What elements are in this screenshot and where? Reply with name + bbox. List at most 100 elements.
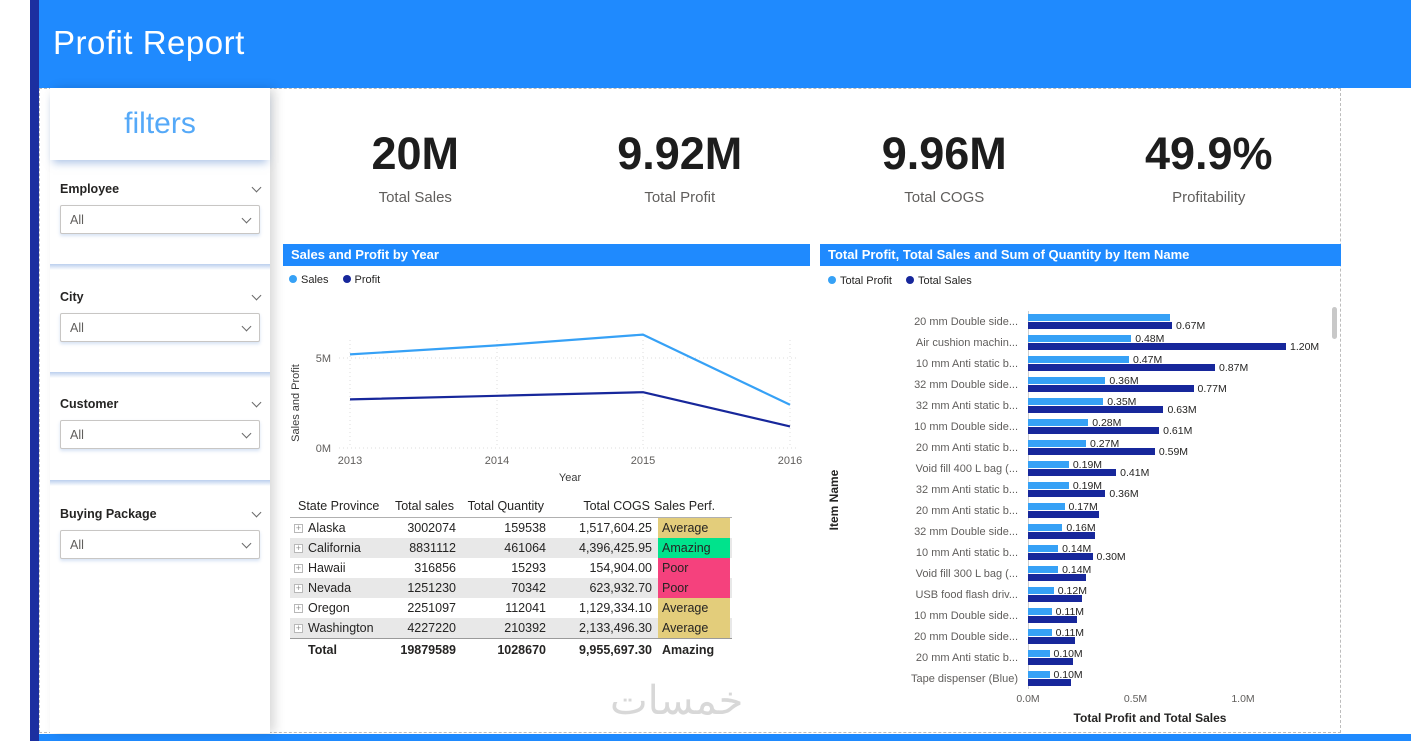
table-row-alaska[interactable]: + Alaska 3002074 159538 1,517,604.25 Average xyxy=(290,518,732,538)
bar-row-20-mm-anti-static-b: 20 mm Anti static b... 0.10M xyxy=(820,647,1331,668)
chevron-down-icon[interactable] xyxy=(251,182,262,193)
bar-chart-scrollbar[interactable] xyxy=(1332,307,1337,339)
line-series-profit[interactable] xyxy=(349,391,791,428)
kpi-row: 20M Total Sales 9.92M Total Profit 9.96M Tota… xyxy=(283,128,1341,206)
table-header-row: State Province Total sales Total Quantity T… xyxy=(290,494,732,518)
expand-icon[interactable]: + xyxy=(294,542,303,553)
filter-dropdown[interactable]: All xyxy=(60,530,260,559)
total-profit-bar[interactable] xyxy=(1028,650,1050,657)
expand-icon[interactable]: + xyxy=(294,522,303,533)
total-sales-bar[interactable] xyxy=(1028,511,1099,518)
column-header-state-province[interactable]: State Province xyxy=(298,498,380,513)
total-cogs-cell: 4,396,425.95 xyxy=(579,541,652,555)
table-row-oregon[interactable]: + Oregon 2251097 112041 1,129,334.10 Average xyxy=(290,598,732,618)
total-sales-bar[interactable] xyxy=(1028,658,1074,665)
column-header-total-sales[interactable]: Total sales xyxy=(394,498,454,513)
total-sales-bar[interactable] xyxy=(1028,406,1164,413)
bar-chart-plot: 20 mm Double side... 0.67M Air cushion mac… xyxy=(820,311,1331,725)
total-sales-bar[interactable] xyxy=(1028,679,1071,686)
total-profit-bar[interactable] xyxy=(1028,524,1063,531)
total-profit-bar[interactable] xyxy=(1028,461,1069,468)
bar-row-32-mm-anti-static-b: 32 mm Anti static b... 0.19M 0.36M xyxy=(820,479,1331,501)
expand-icon[interactable]: + xyxy=(294,582,303,593)
expand-icon[interactable]: + xyxy=(294,602,303,613)
total-quantity-cell: 210392 xyxy=(504,621,546,635)
total-sales-cell: 19879589 xyxy=(400,642,456,657)
chevron-down-icon[interactable] xyxy=(251,397,262,408)
kpi-card-profitability: 49.9% Profitability xyxy=(1077,128,1342,206)
total-profit-bar[interactable] xyxy=(1028,629,1052,636)
filter-customer: Customer All xyxy=(60,397,262,449)
state-cell: + Alaska xyxy=(290,521,386,535)
profit-value-label: 0.10M xyxy=(1053,668,1083,681)
total-sales-bar[interactable] xyxy=(1028,385,1194,392)
chevron-down-icon[interactable] xyxy=(251,507,262,518)
total-profit-bar[interactable] xyxy=(1028,482,1069,489)
total-sales-bar[interactable] xyxy=(1028,469,1117,476)
total-profit-bar[interactable] xyxy=(1028,440,1087,447)
total-sales-bar[interactable] xyxy=(1028,448,1155,455)
total-profit-bar[interactable] xyxy=(1028,545,1059,552)
total-sales-bar[interactable] xyxy=(1028,574,1087,581)
bar-row-usb-food-flash-driv: USB food flash driv... 0.12M xyxy=(820,584,1331,605)
column-header-total-quantity[interactable]: Total Quantity xyxy=(467,498,544,513)
total-sales-bar[interactable] xyxy=(1028,595,1082,602)
chevron-down-icon[interactable] xyxy=(251,290,262,301)
table-row-nevada[interactable]: + Nevada 1251230 70342 623,932.70 Poor xyxy=(290,578,732,598)
column-header-sales-perf[interactable]: Sales Perf. xyxy=(654,498,716,513)
total-profit-bar[interactable] xyxy=(1028,398,1104,405)
bar-pair: 0.35M 0.63M xyxy=(1028,396,1331,416)
total-sales-bar[interactable] xyxy=(1028,532,1095,539)
bar-pair: 0.14M xyxy=(1028,564,1331,582)
page-title: Profit Report xyxy=(53,24,245,61)
state-cell: + Washington xyxy=(290,621,386,635)
total-profit-bar[interactable] xyxy=(1028,608,1052,615)
total-sales-bar[interactable] xyxy=(1028,637,1076,644)
kpi-label: Total Sales xyxy=(378,189,452,206)
state-name: Hawaii xyxy=(308,561,346,575)
state-name: Oregon xyxy=(308,601,350,615)
filters-panel: filters Employee All City All Customer All Buy… xyxy=(50,88,270,733)
filter-header: Customer xyxy=(60,397,262,411)
filters-divider xyxy=(50,372,270,378)
total-profit-bar[interactable] xyxy=(1028,335,1132,342)
total-profit-bar[interactable] xyxy=(1028,377,1106,384)
total-sales-bar[interactable] xyxy=(1028,343,1286,350)
expand-icon[interactable]: + xyxy=(294,562,303,573)
filter-dropdown[interactable]: All xyxy=(60,313,260,342)
column-header-total-cogs[interactable]: Total COGS xyxy=(583,498,650,513)
total-profit-bar[interactable] xyxy=(1028,314,1170,321)
filter-dropdown[interactable]: All xyxy=(60,205,260,234)
total-profit-bar[interactable] xyxy=(1028,356,1130,363)
item-name-label: 20 mm Anti static b... xyxy=(915,441,1018,454)
filter-dropdown[interactable]: All xyxy=(60,420,260,449)
chevron-down-icon xyxy=(241,538,252,548)
total-sales-bar[interactable] xyxy=(1028,616,1078,623)
total-sales-bar[interactable] xyxy=(1028,427,1160,434)
total-quantity-cell: 159538 xyxy=(504,521,546,535)
total-sales-bar[interactable] xyxy=(1028,553,1093,560)
profit-value-label: 0.12M xyxy=(1057,584,1087,597)
bar-row-void-fill-300-l-bag: Void fill 300 L bag (... 0.14M xyxy=(820,563,1331,584)
expand-icon[interactable]: + xyxy=(294,622,303,633)
line-series-sales[interactable] xyxy=(349,333,791,406)
total-profit-bar[interactable] xyxy=(1028,566,1059,573)
table-row-washington[interactable]: + Washington 4227220 210392 2,133,496.30 Aver… xyxy=(290,618,732,638)
bar-pair: 0.47M 0.87M xyxy=(1028,354,1331,374)
total-sales-bar[interactable] xyxy=(1028,490,1106,497)
total-sales-bar[interactable] xyxy=(1028,322,1173,329)
table-row-hawaii[interactable]: + Hawaii 316856 15293 154,904.00 Poor xyxy=(290,558,732,578)
state-table-visual: State Province Total sales Total Quantity T… xyxy=(290,494,732,660)
total-profit-bar[interactable] xyxy=(1028,671,1050,678)
legend-label: Sales xyxy=(301,274,329,286)
profit-value-label: 0.14M xyxy=(1062,542,1092,555)
total-sales-bar[interactable] xyxy=(1028,364,1216,371)
total-profit-bar[interactable] xyxy=(1028,419,1089,426)
total-cogs-cell: 1,129,334.10 xyxy=(579,601,652,615)
total-profit-bar[interactable] xyxy=(1028,587,1054,594)
bar-pair: 0.27M 0.59M xyxy=(1028,438,1331,458)
total-profit-bar[interactable] xyxy=(1028,503,1065,510)
table-row-california[interactable]: + California 8831112 461064 4,396,425.95 Amaz… xyxy=(290,538,732,558)
profit-value-label: 0.11M xyxy=(1055,626,1085,639)
